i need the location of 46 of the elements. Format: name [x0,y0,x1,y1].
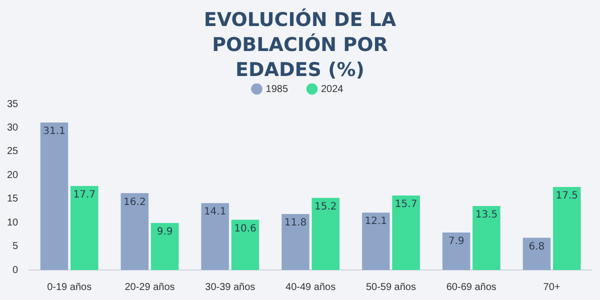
bar [392,196,420,270]
data-label: 14.1 [204,206,226,218]
bar [472,206,500,270]
chart-title: EVOLUCIÓN DE LA POBLACIÓN POR EDADES (%) [202,7,398,81]
data-label: 17.7 [73,190,96,201]
data-label: 9.9 [156,226,173,238]
bar [362,212,390,270]
bar [150,223,179,270]
x-tick-label: 40-49 años [286,282,336,293]
legend-label: 2024 [321,84,344,95]
bar [70,186,98,270]
data-label: 10.6 [234,223,256,234]
data-label: 6.8 [528,241,545,252]
x-tick-label: 0-19 años [47,282,92,293]
x-tick-label: 30-39 años [205,282,256,293]
data-label: 13.5 [475,210,498,221]
y-tick-label: 35 [7,98,19,110]
bar [312,198,340,270]
bar [442,232,470,270]
x-tick-label: 20-29 años [124,282,175,293]
bar [231,220,260,270]
bar [201,203,229,270]
y-tick-label: 0 [12,264,19,276]
data-label: 11.8 [284,218,307,229]
y-tick-label: 5 [12,241,19,252]
x-tick-label: 60-69 años [446,282,496,293]
x-tick-label: 70+ [543,282,560,293]
bar [40,122,68,270]
data-label: 12.1 [364,216,388,228]
y-tick-label: 25 [7,146,19,158]
data-label: 7.9 [448,236,464,248]
data-label: 31.1 [43,126,66,138]
x-tick-label: 50-59 años [366,282,416,293]
bar [553,187,581,270]
data-label: 16.2 [124,196,146,208]
data-label: 15.7 [394,199,418,210]
y-tick-label: 15 [7,194,19,205]
data-label: 15.2 [314,202,337,212]
y-tick-label: 10 [7,217,19,228]
bar [120,193,149,270]
y-tick-label: 20 [7,170,19,181]
bar [522,238,551,270]
y-tick-label: 30 [7,122,19,134]
bar [282,214,310,270]
legend-label: 1985 [266,84,288,95]
data-label: 17.5 [556,190,578,202]
